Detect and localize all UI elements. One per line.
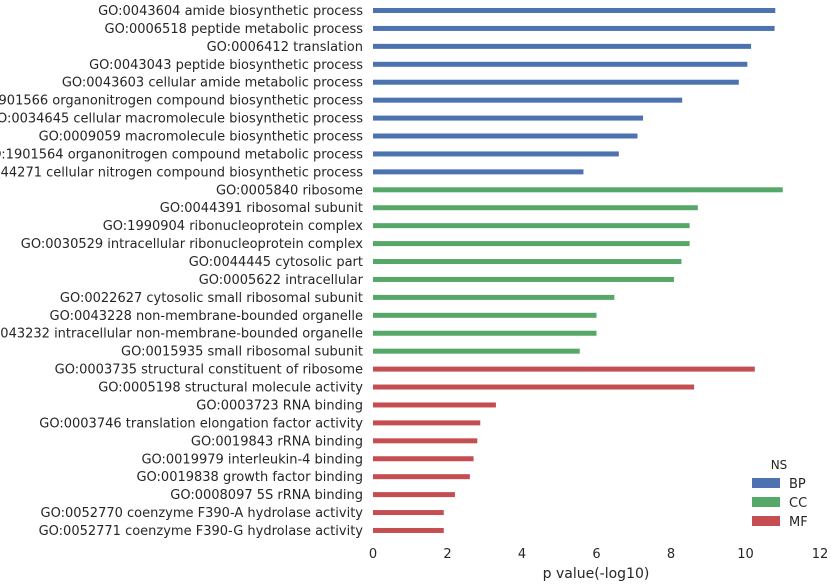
category-label: GO:0006412 translation [207,40,363,55]
x-tick-label: 4 [518,547,526,562]
category-label: GO:0044445 cytosolic part [189,255,363,270]
bar-bp-7 [373,133,638,139]
bar-bp-0 [373,8,776,13]
bar-cc-12 [373,223,690,229]
category-label: GO:1990904 ribonucleoprotein complex [103,219,364,234]
x-tick-label: 10 [737,547,754,562]
bar-bp-2 [373,43,752,49]
category-label: GO:0043603 cellular amide metabolic proc… [62,76,363,91]
bar-mf-27 [373,492,455,498]
bar-bp-4 [373,79,739,85]
bar-mf-23 [373,420,481,426]
category-label: GO:0052771 coenzyme F390-G hydrolase act… [39,524,364,539]
category-label: GO:0019843 rRNA binding [191,434,363,449]
category-label: GO:0005840 ribosome [216,183,363,198]
category-label: GO:0019838 growth factor binding [136,470,363,485]
bar-bp-8 [373,151,619,157]
category-label: GO:0043604 amide biosynthetic process [98,4,363,19]
x-tick-label: 2 [443,547,451,562]
x-tick-label: 12 [812,547,829,562]
category-label: GO:1901564 organonitrogen compound metab… [0,147,363,162]
bar-bp-3 [373,61,748,67]
legend-label-bp: BP [789,477,806,492]
legend-title: NS [771,458,788,472]
category-label: GO:0034645 cellular macromolecule biosyn… [0,112,363,127]
bar-bp-6 [373,115,644,121]
bar-cc-11 [373,205,698,211]
bar-cc-17 [373,312,597,318]
bar-mf-25 [373,456,474,462]
bar-mf-24 [373,438,478,444]
category-label: GO:0052770 coenzyme F390-A hydrolase act… [41,506,364,521]
x-axis: 0 2 4 6 8 10 12 [369,547,828,562]
bar-bp-9 [373,169,584,175]
bar-mf-20 [373,366,755,372]
category-label: GO:0030529 intracellular ribonucleoprote… [21,237,364,252]
legend-swatch-cc [752,497,780,507]
category-label: GO:0044391 ribosomal subunit [160,201,363,216]
legend-swatch-mf [752,516,780,526]
category-label: GO:0003735 structural constituent of rib… [55,363,363,378]
legend-label-cc: CC [789,496,807,511]
bar-mf-22 [373,402,496,408]
bar-mf-21 [373,384,695,390]
bar-mf-29 [373,527,444,533]
legend: NS BP CC MF [752,458,808,530]
category-label: GO:0043228 non-membrane-bounded organell… [50,309,364,324]
legend-swatch-bp [752,478,780,488]
category-label: GO:0003723 RNA binding [196,398,363,413]
bar-cc-14 [373,259,682,265]
category-label: GO:0044271 cellular nitrogen compound bi… [0,165,363,180]
bar-cc-19 [373,348,580,354]
bar-mf-28 [373,510,444,516]
category-label: GO:0009059 macromolecule biosynthetic pr… [39,130,364,145]
category-label: GO:1901566 organonitrogen compound biosy… [0,94,363,109]
category-label: GO:0006518 peptide metabolic process [105,22,364,37]
category-label: GO:0022627 cytosolic small ribosomal sub… [60,291,363,306]
category-label: GO:0003746 translation elongation factor… [39,416,363,431]
bar-cc-15 [373,276,674,282]
x-tick-label: 6 [592,547,600,562]
category-label: GO:0008097 5S rRNA binding [170,488,363,503]
bars-layer [373,8,783,533]
category-label: GO:0019979 interleukin-4 binding [141,452,363,467]
category-label: GO:0043232 intracellular non-membrane-bo… [0,327,363,342]
x-tick-label: 8 [667,547,675,562]
x-axis-title: p value(-log10) [543,566,650,582]
bar-cc-13 [373,241,690,247]
x-tick-label: 0 [369,547,377,562]
legend-label-mf: MF [789,515,808,530]
bar-cc-18 [373,330,597,336]
category-labels: GO:0043604 amide biosynthetic process GO:… [0,4,364,539]
category-label: GO:0005198 structural molecule activity [98,381,363,396]
category-label: GO:0005622 intracellular [199,273,364,288]
category-label: GO:0043043 peptide biosynthetic process [89,58,363,73]
bar-bp-5 [373,97,683,103]
bar-bp-1 [373,25,775,31]
bar-mf-26 [373,474,470,480]
category-label: GO:0015935 small ribosomal subunit [121,345,363,360]
bar-cc-10 [373,187,783,193]
bar-cc-16 [373,294,615,300]
